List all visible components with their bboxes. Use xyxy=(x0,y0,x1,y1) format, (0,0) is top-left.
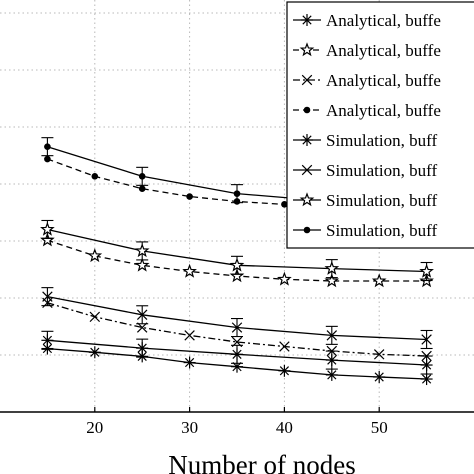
data-point xyxy=(89,311,101,323)
legend-label: Simulation, buff xyxy=(326,161,437,180)
data-point xyxy=(324,260,340,275)
data-point xyxy=(186,193,193,200)
legend-item: Simulation, buff xyxy=(293,191,437,210)
data-point xyxy=(419,263,434,278)
legend-box xyxy=(286,1,474,249)
legend-item: Analytical, buffe xyxy=(293,11,441,30)
data-point xyxy=(91,173,99,180)
data-point xyxy=(371,273,387,288)
x-tick-labels: 20 30 40 50 xyxy=(86,418,387,437)
legend-item: Analytical, buffe xyxy=(293,101,441,120)
data-point xyxy=(324,273,340,288)
x-tick-label: 20 xyxy=(86,418,103,437)
legend-label: Simulation, buff xyxy=(326,221,437,240)
series-3 xyxy=(42,297,432,362)
data-point xyxy=(301,14,313,26)
data-point xyxy=(87,248,103,263)
data-point xyxy=(299,192,315,207)
data-point xyxy=(42,291,53,302)
legend-label: Analytical, buffe xyxy=(326,41,441,60)
data-point xyxy=(44,155,51,163)
x-tick-label: 50 xyxy=(371,418,388,437)
data-point xyxy=(40,221,55,236)
legend-label: Simulation, buff xyxy=(326,191,437,210)
data-point xyxy=(421,334,432,345)
data-point xyxy=(301,134,313,146)
data-point xyxy=(233,190,241,197)
legend-item: Simulation, buff xyxy=(293,131,437,150)
series-line xyxy=(47,302,427,357)
legend-item: Analytical, buffe xyxy=(293,71,441,90)
data-point xyxy=(420,373,433,386)
data-point xyxy=(299,42,315,57)
data-point xyxy=(136,309,148,320)
legend-label: Analytical, buffe xyxy=(326,101,441,120)
series-layer xyxy=(40,137,434,386)
data-point xyxy=(231,322,243,333)
data-point xyxy=(41,334,54,347)
legend-item: Analytical, buffe xyxy=(293,41,441,60)
data-point xyxy=(326,330,338,341)
data-point xyxy=(281,201,288,208)
data-point xyxy=(420,359,433,372)
data-point xyxy=(182,263,197,278)
series-7 xyxy=(40,219,434,282)
legend-item: Simulation, buff xyxy=(293,161,437,180)
data-point xyxy=(373,349,385,360)
data-point xyxy=(229,257,245,272)
data-point xyxy=(325,354,338,367)
series-5 xyxy=(41,330,433,375)
x-axis-label: Number of nodes xyxy=(168,450,355,474)
data-point xyxy=(277,271,292,286)
data-point xyxy=(134,257,150,272)
data-point xyxy=(184,330,195,341)
legend-label: Simulation, buff xyxy=(326,131,437,150)
data-point xyxy=(303,226,311,234)
data-point xyxy=(134,243,150,258)
data-point xyxy=(44,143,51,150)
data-point xyxy=(278,364,291,377)
data-point xyxy=(231,348,243,361)
data-point xyxy=(303,106,311,114)
data-point xyxy=(183,356,196,369)
data-point xyxy=(301,164,313,176)
legend: Analytical, buffe Analytical, buffe Analyt… xyxy=(286,1,474,249)
data-point xyxy=(88,346,101,359)
data-point xyxy=(279,341,290,352)
data-point xyxy=(136,342,149,355)
data-point xyxy=(136,322,148,333)
x-tick-label: 40 xyxy=(276,418,293,437)
series-6 xyxy=(41,287,433,350)
legend-label: Analytical, buffe xyxy=(326,71,441,90)
legend-item: Simulation, buff xyxy=(293,221,437,240)
data-point xyxy=(325,368,338,381)
data-point xyxy=(138,173,146,180)
data-point xyxy=(373,370,386,383)
legend-label: Analytical, buffe xyxy=(326,11,441,30)
data-point xyxy=(301,74,313,86)
axes xyxy=(0,407,474,413)
x-tick-label: 30 xyxy=(181,418,198,437)
data-point xyxy=(138,185,146,192)
